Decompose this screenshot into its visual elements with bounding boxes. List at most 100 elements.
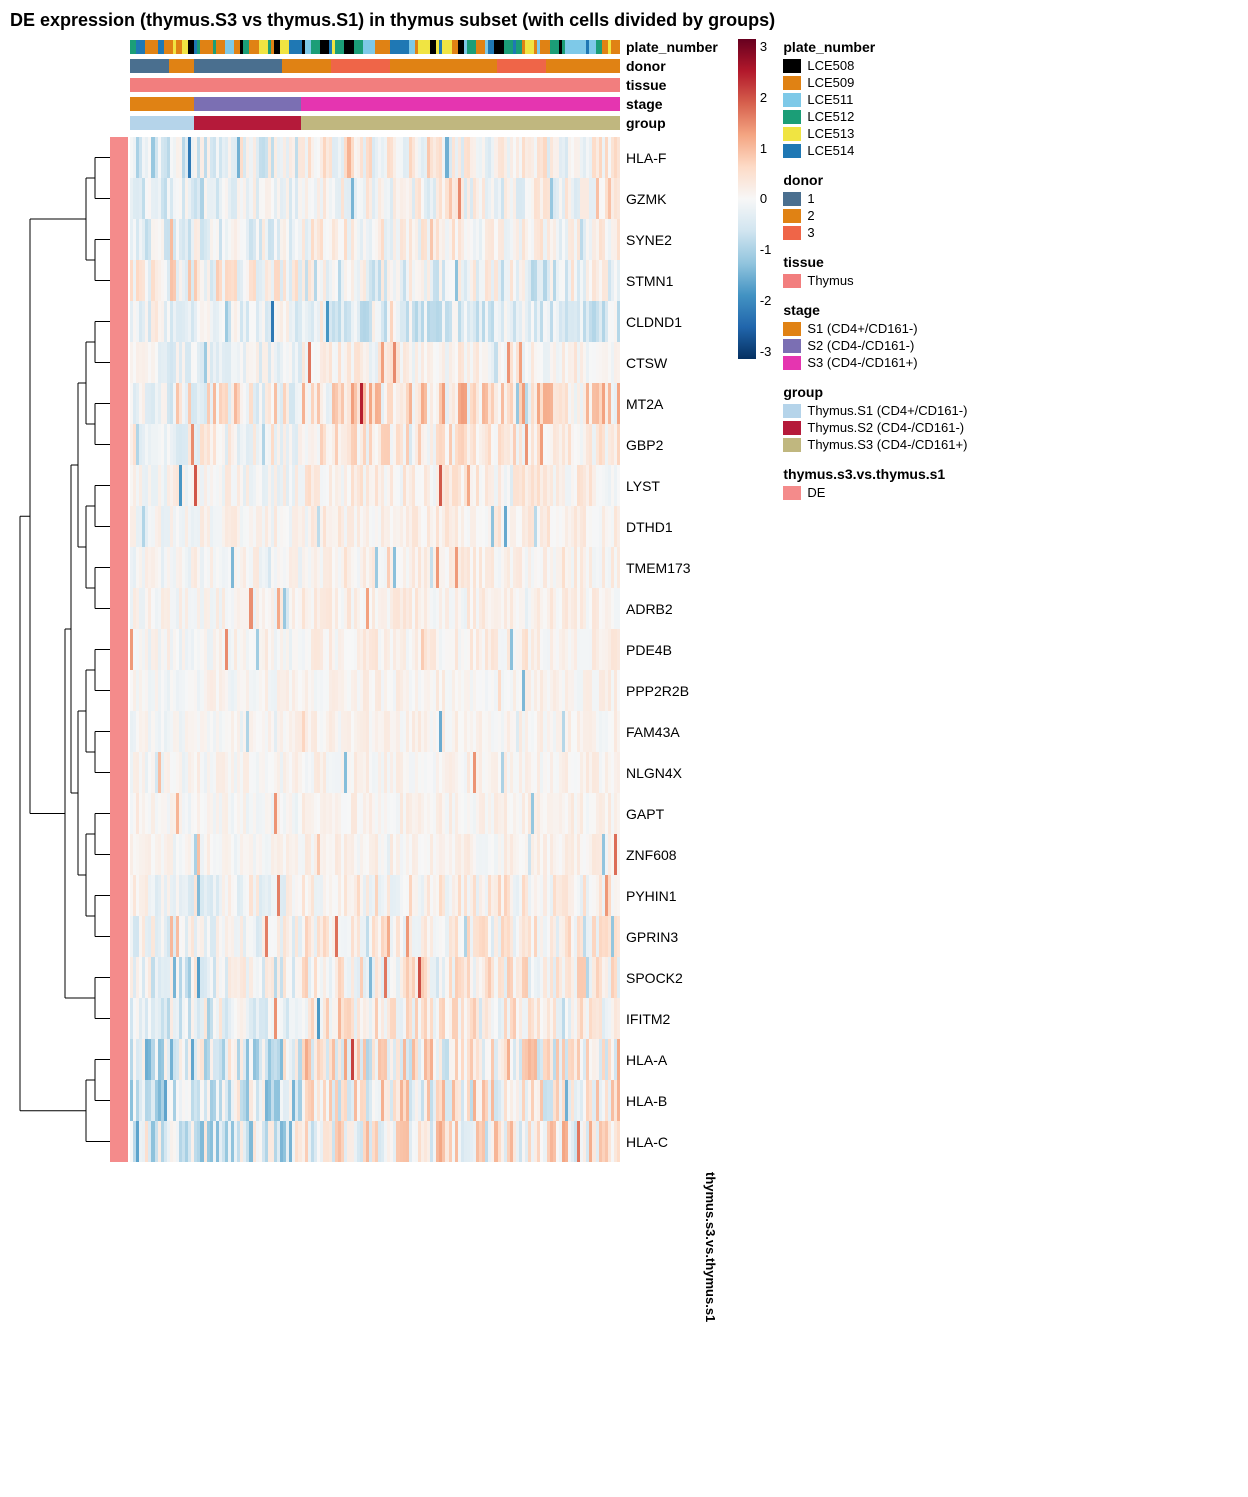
heatmap-row: ZNF608 [130,834,691,875]
legend-swatch [783,76,801,90]
legend-item: LCE512 [783,109,967,124]
heatmap-row-cells [130,588,620,629]
legend-label: 1 [807,191,814,206]
legend-item: LCE508 [783,58,967,73]
legend-panel: 3210-1-2-3 plate_number LCE508 LCE509 LCE51… [738,39,968,502]
heatmap-row-cells [130,424,620,465]
legend-item: S3 (CD4-/CD161+) [783,355,967,370]
heatmap-row: PPP2R2B [130,670,691,711]
anno-bar-group [130,116,620,130]
heatmap-row: GPRIN3 [130,916,691,957]
heatmap-row-cells [130,629,620,670]
legend-item: Thymus.S2 (CD4-/CD161-) [783,420,967,435]
legend-swatch [783,93,801,107]
gene-label: NLGN4X [626,765,682,781]
anno-label-tissue: tissue [626,77,666,93]
colorbar-ticks: 3210-1-2-3 [760,39,772,359]
row-annotation-label: thymus.s3.vs.thymus.s1 [130,1172,718,1322]
gene-label: IFITM2 [626,1011,670,1027]
heatmap-row: HLA-F [130,137,691,178]
anno-bar-stage [130,97,620,111]
legend-item: LCE513 [783,126,967,141]
legend-swatch [783,110,801,124]
legend-item: Thymus.S1 (CD4+/CD161-) [783,403,967,418]
legend-label: S1 (CD4+/CD161-) [807,321,917,336]
heatmap-row-cells [130,260,620,301]
gene-label: STMN1 [626,273,673,289]
gene-label: GZMK [626,191,666,207]
gene-label: CLDND1 [626,314,682,330]
gene-label: LYST [626,478,660,494]
left-section: plate_numberdonortissuestagegroup HLA-FG… [10,39,718,1322]
gene-label: SYNE2 [626,232,672,248]
legend-swatch [783,339,801,353]
legend-swatch [783,59,801,73]
chart-title: DE expression (thymus.S3 vs thymus.S1) i… [10,10,1238,31]
legend-label: LCE513 [807,126,854,141]
legend-label: S2 (CD4-/CD161-) [807,338,914,353]
gene-label: GAPT [626,806,664,822]
legend-title: stage [783,302,967,318]
legend-item: S1 (CD4+/CD161-) [783,321,967,336]
heatmap-row-cells [130,1039,620,1080]
heatmap-row: SYNE2 [130,219,691,260]
row-annotation-strip [110,137,128,1162]
anno-bar-plate_number [130,40,620,54]
legend-item: S2 (CD4-/CD161-) [783,338,967,353]
anno-label-plate_number: plate_number [626,39,718,55]
anno-bar-donor [130,59,620,73]
heatmap-row: DTHD1 [130,506,691,547]
colorbar-tick: 1 [760,141,772,156]
legend-label: Thymus.S1 (CD4+/CD161-) [807,403,967,418]
heatmap-row: GAPT [130,793,691,834]
heatmap-row: ADRB2 [130,588,691,629]
legend-title: plate_number [783,39,967,55]
legend-swatch [783,356,801,370]
legend-label: 3 [807,225,814,240]
heatmap-row: GZMK [130,178,691,219]
gene-label: SPOCK2 [626,970,683,986]
heatmap-row: CLDND1 [130,301,691,342]
gene-label: ZNF608 [626,847,677,863]
legend-title: tissue [783,254,967,270]
legend-swatch [783,404,801,418]
legend-group-tissue: tissue Thymus [783,254,967,290]
legend-label: S3 (CD4-/CD161+) [807,355,917,370]
gene-label: PYHIN1 [626,888,677,904]
gene-label: GBP2 [626,437,663,453]
heatmap-row-cells [130,547,620,588]
heatmap-row-cells [130,711,620,752]
heatmap: HLA-FGZMKSYNE2STMN1CLDND1CTSWMT2AGBP2LYS… [130,137,691,1162]
colorbar-tick: -3 [760,344,772,359]
anno-bar-tissue [130,78,620,92]
gene-label: FAM43A [626,724,680,740]
legend-groups: plate_numberLCE508LCE509LCE511LCE512LCE5… [783,39,967,502]
heatmap-row-cells [130,793,620,834]
gene-label: GPRIN3 [626,929,678,945]
legend-swatch [783,226,801,240]
plot-area: HLA-FGZMKSYNE2STMN1CLDND1CTSWMT2AGBP2LYS… [10,137,718,1162]
anno-label-stage: stage [626,96,663,112]
heatmap-row: SPOCK2 [130,957,691,998]
heatmap-row: LYST [130,465,691,506]
legend-item: 2 [783,208,967,223]
legend-item: LCE514 [783,143,967,158]
heatmap-row: PYHIN1 [130,875,691,916]
colorbar: 3210-1-2-3 [738,39,772,359]
heatmap-row-cells [130,1121,620,1162]
legend-label: LCE514 [807,143,854,158]
heatmap-row-cells [130,506,620,547]
legend-item: Thymus.S3 (CD4-/CD161+) [783,437,967,452]
heatmap-row-cells [130,178,620,219]
heatmap-row-cells [130,137,620,178]
legend-label: Thymus [807,273,853,288]
gene-label: PPP2R2B [626,683,689,699]
heatmap-row-cells [130,916,620,957]
legend-item: LCE509 [783,75,967,90]
heatmap-row-cells [130,957,620,998]
legend-swatch [783,209,801,223]
legend-label: DE [807,485,825,500]
legend-group-plate_number: plate_numberLCE508LCE509LCE511LCE512LCE5… [783,39,967,160]
legend-item: Thymus [783,273,967,288]
main-layout: plate_numberdonortissuestagegroup HLA-FG… [10,39,1238,1322]
